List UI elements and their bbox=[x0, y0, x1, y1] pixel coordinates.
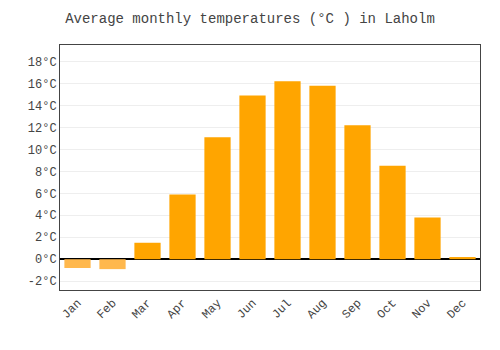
svg-text:Nov: Nov bbox=[409, 297, 434, 322]
svg-text:8°C: 8°C bbox=[35, 166, 57, 180]
svg-text:Average monthly temperatures (: Average monthly temperatures (°C ) in La… bbox=[65, 11, 435, 27]
svg-text:4°C: 4°C bbox=[35, 209, 57, 223]
svg-text:0°C: 0°C bbox=[35, 253, 57, 267]
svg-text:18°C: 18°C bbox=[28, 56, 57, 70]
svg-text:Jun: Jun bbox=[234, 297, 259, 322]
svg-text:16°C: 16°C bbox=[28, 78, 57, 92]
svg-text:May: May bbox=[199, 297, 224, 322]
svg-text:Feb: Feb bbox=[94, 297, 119, 322]
svg-text:Apr: Apr bbox=[164, 297, 189, 322]
svg-text:-2°C: -2°C bbox=[28, 275, 57, 289]
svg-text:10°C: 10°C bbox=[28, 144, 57, 158]
svg-text:Dec: Dec bbox=[444, 297, 469, 322]
svg-text:Aug: Aug bbox=[304, 297, 329, 322]
svg-text:Jul: Jul bbox=[269, 297, 294, 322]
svg-text:12°C: 12°C bbox=[28, 122, 57, 136]
svg-text:Mar: Mar bbox=[129, 297, 154, 322]
svg-text:14°C: 14°C bbox=[28, 100, 57, 114]
svg-text:6°C: 6°C bbox=[35, 188, 57, 202]
svg-text:Oct: Oct bbox=[374, 297, 399, 322]
svg-text:2°C: 2°C bbox=[35, 231, 57, 245]
svg-text:Jan: Jan bbox=[59, 297, 84, 322]
svg-text:Sep: Sep bbox=[339, 297, 364, 322]
